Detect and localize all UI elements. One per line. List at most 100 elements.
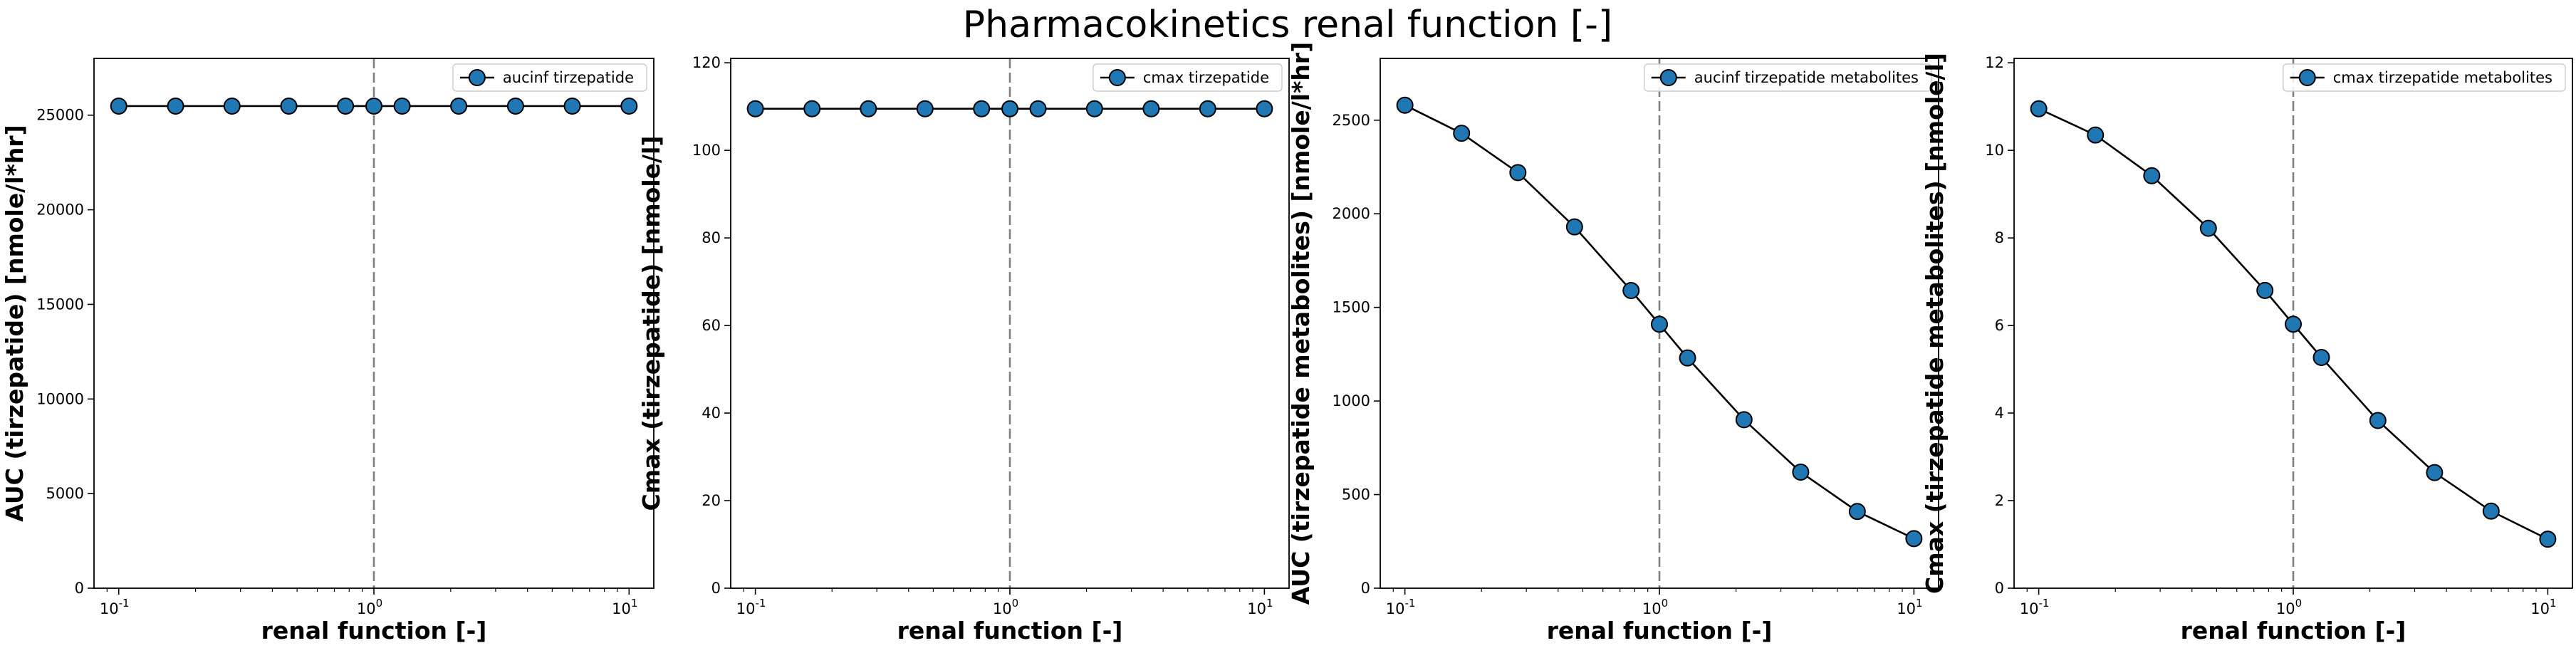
y-tick-label: 0 — [711, 580, 721, 597]
x-tick-base: 10 — [1247, 600, 1266, 617]
y-tick-label: 15000 — [36, 296, 84, 313]
data-point — [620, 97, 638, 115]
y-tick-label: 0 — [1361, 580, 1370, 597]
x-tick-exponent: 0 — [376, 597, 383, 610]
data-point — [916, 100, 934, 117]
data-point — [1256, 100, 1273, 117]
data-point — [1085, 100, 1103, 117]
chart-panels: 10-1 100 1010500010000150002000025000aucin… — [1, 42, 2573, 644]
x-tick-label: 10-1 — [736, 597, 766, 617]
data-point — [167, 97, 184, 115]
data-point — [1651, 315, 1668, 333]
y-axis-label: Cmax (tirzepatide metabolites) [nmole/l] — [1921, 53, 1949, 594]
data-point — [1199, 100, 1216, 117]
y-tick-label: 100 — [692, 142, 721, 159]
data-point — [223, 97, 241, 115]
x-tick-exponent: 0 — [1662, 597, 1669, 610]
legend-marker — [2298, 69, 2316, 86]
x-tick-exponent: -1 — [1405, 597, 1416, 610]
legend-label: aucinf tirzepatide — [503, 69, 634, 86]
axes-frame — [730, 58, 1290, 589]
data-point — [803, 100, 821, 117]
legend: aucinf tirzepatide — [452, 63, 647, 92]
data-point — [1001, 100, 1018, 117]
data-point — [1848, 503, 1866, 521]
legend: cmax tirzepatide — [1093, 63, 1283, 92]
x-tick-label: 100 — [993, 597, 1018, 617]
y-tick-label: 10 — [1985, 142, 2004, 159]
x-tick-label: 100 — [2276, 597, 2302, 617]
x-tick-label: 101 — [1897, 597, 1922, 617]
y-tick-label: 12 — [1985, 54, 2004, 71]
x-tick-base: 10 — [357, 600, 376, 617]
y-tick-label: 5000 — [46, 485, 84, 502]
data-point — [2285, 315, 2302, 333]
data-point — [2426, 464, 2444, 481]
y-tick-label: 1000 — [1333, 392, 1370, 409]
x-tick-base: 10 — [100, 600, 119, 617]
y-tick-label: 0 — [1995, 580, 2004, 597]
x-tick-base: 10 — [1897, 600, 1916, 617]
y-tick-label: 60 — [702, 317, 721, 334]
y-axis-label: AUC (tirzepatide metabolites) [nmole/l*h… — [1287, 42, 1315, 605]
data-point — [1679, 349, 1696, 367]
data-point — [337, 97, 355, 115]
legend-label: cmax tirzepatide — [1143, 69, 1269, 86]
data-point — [2030, 100, 2048, 117]
axes-frame — [1380, 58, 1939, 589]
y-tick-label: 2000 — [1333, 205, 1370, 222]
x-tick-exponent: 1 — [631, 597, 638, 610]
data-point — [2369, 412, 2387, 429]
data-point — [1029, 100, 1047, 117]
y-tick-label: 2 — [1995, 492, 2004, 509]
data-point — [2539, 531, 2557, 548]
data-point — [2143, 167, 2161, 184]
legend-label: cmax tirzepatide metabolites — [2333, 69, 2552, 86]
x-tick-base: 10 — [612, 600, 631, 617]
data-point — [506, 97, 524, 115]
data-point — [1735, 411, 1753, 429]
x-tick-label: 10-1 — [100, 597, 130, 617]
x-tick-exponent: 1 — [2550, 597, 2557, 610]
data-point — [2312, 348, 2330, 366]
data-point — [2256, 281, 2274, 299]
x-tick-label: 10-1 — [2020, 597, 2050, 617]
y-tick-label: 4 — [1995, 404, 2004, 422]
legend-label: aucinf tirzepatide metabolites — [1694, 69, 1919, 86]
y-tick-label: 1500 — [1333, 299, 1370, 316]
y-tick-label: 25000 — [36, 107, 84, 124]
x-tick-base: 10 — [2530, 600, 2550, 617]
legend-marker — [468, 69, 486, 86]
y-tick-label: 0 — [75, 580, 84, 597]
legend-box — [1093, 63, 1283, 92]
data-point — [973, 100, 991, 117]
x-tick-exponent: -1 — [119, 597, 130, 610]
figure-title: Pharmacokinetics renal function [-] — [963, 4, 1612, 46]
y-tick-label: 2500 — [1333, 112, 1370, 129]
data-point — [860, 100, 877, 117]
y-tick-label: 10000 — [36, 390, 84, 407]
data-point — [1905, 530, 1923, 548]
data-point — [746, 100, 764, 117]
x-tick-exponent: 1 — [1266, 597, 1273, 610]
y-tick-label: 20 — [702, 492, 721, 509]
legend-box — [452, 63, 647, 92]
x-axis-label: renal function [-] — [261, 617, 487, 644]
x-tick-base: 10 — [993, 600, 1012, 617]
legend-box — [2283, 63, 2566, 92]
axes-frame — [93, 58, 655, 589]
data-point — [2482, 502, 2500, 520]
x-tick-base: 10 — [736, 600, 756, 617]
y-tick-label: 6 — [1995, 317, 2004, 334]
data-point — [2199, 219, 2217, 237]
legend-box — [1644, 63, 1932, 92]
data-point — [365, 97, 382, 115]
data-point — [1396, 96, 1414, 114]
x-tick-label: 100 — [1642, 597, 1668, 617]
data-point — [1792, 464, 1810, 481]
x-tick-label: 100 — [357, 597, 382, 617]
data-point — [450, 97, 468, 115]
